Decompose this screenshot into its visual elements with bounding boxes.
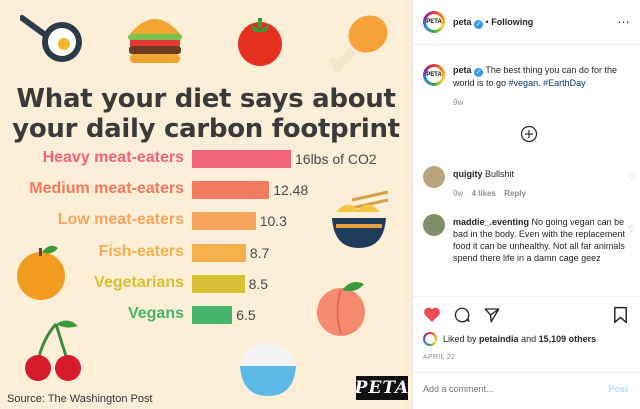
bar-value-label: 6.5 <box>236 307 256 323</box>
author-username[interactable]: peta <box>453 17 472 27</box>
liked-by-prefix: Liked by <box>443 334 477 344</box>
hashtag-vegan[interactable]: #vegan. <box>508 78 541 88</box>
post-comment-button[interactable]: Post <box>608 384 628 394</box>
post-date: APRIL 22 <box>423 354 456 361</box>
reply-button[interactable]: Reply <box>504 189 526 198</box>
peach-icon <box>317 282 365 336</box>
share-icon[interactable] <box>483 306 501 324</box>
header-separator: • <box>485 17 489 27</box>
commenter-avatar[interactable] <box>423 214 445 236</box>
post-sidebar: PETA peta ✓ • Following … PETA peta ✓ Th… <box>412 0 640 409</box>
peta-logo: PETA <box>354 376 410 400</box>
comment: maddie_.eventing No going vegan can be b… <box>453 216 627 264</box>
add-comment-input[interactable] <box>423 380 593 398</box>
tomato-icon <box>238 18 282 66</box>
bar <box>192 306 233 324</box>
bar-label: Vegetarians <box>94 273 184 291</box>
chicken-leg-icon <box>330 15 388 73</box>
author-avatar[interactable]: PETA <box>423 11 445 33</box>
carbon-footprint-chart: Heavy meat-eaters 16lbs of CO2 Medium meat… <box>29 149 377 324</box>
save-bookmark-icon[interactable] <box>613 306 628 324</box>
rice-bowl-icon <box>240 344 296 396</box>
post-header: peta ✓ • Following <box>453 17 533 29</box>
frying-pan-egg-icon <box>20 15 82 62</box>
liked-by-user[interactable]: petaindia <box>479 334 519 344</box>
bar <box>192 243 246 262</box>
load-more-comments-icon[interactable] <box>520 125 538 143</box>
orange-icon <box>17 245 65 300</box>
like-comment-icon[interactable]: ♡ <box>627 172 636 182</box>
caption-age: 9w <box>453 98 464 107</box>
comment-bubble-icon[interactable] <box>453 306 471 324</box>
liker-avatar[interactable] <box>423 332 437 346</box>
bar <box>192 212 256 231</box>
post-image[interactable]: What your diet says about your daily car… <box>0 0 412 409</box>
caption-avatar[interactable]: PETA <box>423 64 445 86</box>
comment: quigity Bullshit 9w 4 likes Reply <box>453 168 623 200</box>
bar-label: Medium meat-eaters <box>29 180 184 198</box>
headline-line-1: What your diet says about <box>16 84 396 114</box>
like-comment-icon[interactable]: ♡ <box>627 224 636 234</box>
comment-box-divider <box>413 372 640 373</box>
headline: What your diet says about your daily car… <box>0 84 412 144</box>
bar-value-label: 16lbs of CO2 <box>295 151 377 167</box>
more-options-icon[interactable]: … <box>617 11 630 26</box>
bar-label: Fish-eaters <box>98 242 184 260</box>
bar-label: Vegans <box>127 305 184 322</box>
bar-value-label: 8.7 <box>249 244 270 261</box>
bar-value-label: 10.3 <box>259 213 287 230</box>
bar-label: Low meat-eaters <box>57 211 184 229</box>
source-credit: Source: The Washington Post <box>7 393 153 405</box>
bar-value-label: 8.5 <box>248 275 269 292</box>
liked-by-and: and <box>521 334 537 344</box>
like-heart-icon[interactable] <box>423 306 441 323</box>
following-button[interactable]: Following <box>491 17 534 27</box>
commenter-avatar[interactable] <box>423 166 445 188</box>
comment-text: No going vegan can be bad in the body. E… <box>453 217 625 263</box>
caption-text: The best thing you can do for the world … <box>453 65 617 88</box>
verified-badge-icon: ✓ <box>474 68 484 77</box>
header-divider <box>413 44 640 45</box>
liked-by: Liked by petaindia and 15,109 others <box>443 334 596 344</box>
headline-line-2: your daily carbon footprint <box>12 114 400 144</box>
bar-label: Heavy meat-eaters <box>42 149 184 166</box>
bar <box>192 150 291 168</box>
caption-username[interactable]: peta <box>453 65 472 75</box>
comment-text: Bullshit <box>485 169 515 179</box>
bar-value-label: 12.48 <box>273 182 309 199</box>
cherries-icon <box>25 320 81 381</box>
comment-username[interactable]: maddie_.eventing <box>453 217 530 227</box>
comment-meta: 9w 4 likes Reply <box>453 188 623 200</box>
comment-likes[interactable]: 4 likes <box>471 189 496 198</box>
hashtag-earthday[interactable]: #EarthDay <box>543 78 586 88</box>
actions-divider <box>413 296 640 297</box>
bar <box>192 181 270 200</box>
burger-icon <box>128 19 182 63</box>
liked-by-count[interactable]: 15,109 others <box>538 334 597 344</box>
noodle-bowl-icon <box>332 190 389 248</box>
verified-badge-icon: ✓ <box>474 20 484 29</box>
comment-age: 9w <box>453 189 464 198</box>
caption: peta ✓ The best thing you can do for the… <box>453 64 633 109</box>
bar <box>192 274 245 293</box>
comment-username[interactable]: quigity <box>453 169 483 179</box>
